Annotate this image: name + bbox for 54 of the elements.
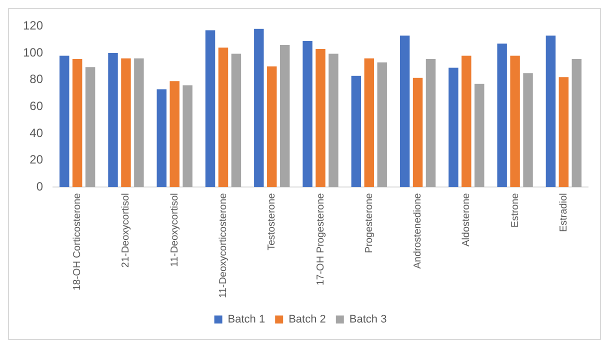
- bar: [400, 36, 410, 188]
- bar: [302, 40, 312, 188]
- bar: [134, 58, 144, 188]
- bar: [523, 73, 533, 188]
- x-tick-label: 18-OH Corticosterone: [72, 192, 84, 290]
- bar: [462, 56, 472, 188]
- bar: [231, 54, 242, 188]
- x-tick-label: Estrone: [510, 192, 521, 228]
- bar: [412, 78, 423, 188]
- y-tick-label: 100: [22, 45, 44, 60]
- x-tick-label: Androstenedione: [412, 192, 424, 269]
- bar: [182, 85, 192, 188]
- bar: [546, 36, 556, 188]
- x-tick-label: 11-Deoxycortisol: [169, 193, 180, 267]
- bar: [280, 44, 290, 188]
- bar: [497, 44, 507, 188]
- y-tick-label: 60: [30, 98, 44, 113]
- bar: [267, 66, 277, 188]
- bar: [510, 56, 520, 188]
- x-tick-label: 11-Deoxycorticosterone: [218, 192, 229, 298]
- x-tick-label: 21-Deoxycortisol: [120, 193, 132, 268]
- y-tick-label: 120: [22, 18, 44, 33]
- bar: [558, 77, 569, 188]
- x-tick-label: Testosterone: [266, 192, 278, 250]
- bar: [572, 59, 582, 188]
- bar: [351, 76, 362, 188]
- y-tick-label: 80: [30, 72, 44, 86]
- x-tick-label: Aldosterone: [461, 192, 472, 247]
- bar: [328, 54, 338, 188]
- legend-label: Batch 3: [349, 314, 387, 326]
- bar: [364, 58, 374, 188]
- bar: [85, 67, 96, 188]
- x-tick-label: Progesterone: [364, 192, 375, 254]
- y-tick-label: 20: [30, 152, 44, 167]
- bar: [72, 59, 82, 188]
- x-tick-label: Estradiol: [558, 193, 570, 232]
- bar: [205, 30, 216, 188]
- bar: [474, 84, 484, 188]
- bar: [60, 56, 70, 188]
- y-tick-label: 0: [36, 179, 44, 194]
- legend-label: Batch 2: [288, 314, 326, 326]
- bar: [426, 59, 436, 188]
- bar: [254, 28, 264, 188]
- bar: [108, 53, 118, 188]
- bar: [316, 49, 326, 188]
- bar: [156, 89, 166, 188]
- bar: [218, 48, 228, 188]
- bar: [377, 62, 387, 188]
- bar: [121, 58, 131, 188]
- bar: [170, 81, 180, 188]
- y-tick-label: 40: [30, 126, 44, 140]
- x-tick-label: 17-OH Progesterone: [315, 192, 326, 286]
- legend-label: Batch 1: [228, 314, 266, 326]
- bar: [448, 68, 458, 188]
